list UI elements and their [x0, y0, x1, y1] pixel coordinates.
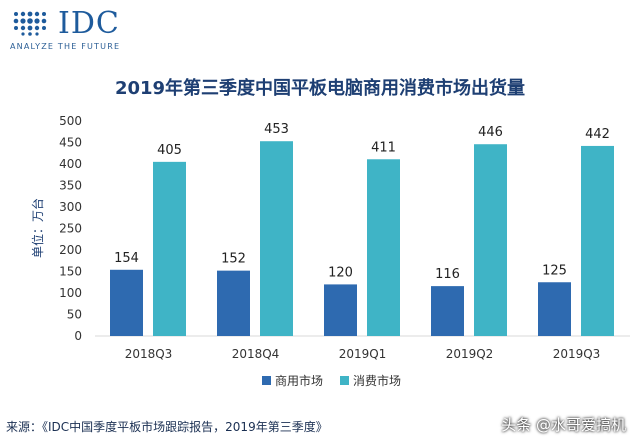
bar-commercial — [110, 269, 143, 336]
y-tick-label: 0 — [74, 329, 82, 343]
data-label: 405 — [157, 143, 182, 158]
legend-label: 商用市场 — [275, 373, 323, 388]
data-label: 442 — [585, 127, 610, 142]
bar-commercial — [324, 284, 357, 336]
bar-consumer — [474, 144, 507, 336]
y-tick-label: 300 — [59, 200, 82, 214]
legend-swatch-commercial — [262, 376, 271, 385]
data-label: 120 — [328, 265, 353, 280]
y-axis-label: 单位：万台 — [30, 198, 45, 258]
data-label: 152 — [221, 252, 246, 267]
bar-consumer — [153, 161, 186, 336]
y-tick-label: 250 — [59, 222, 82, 236]
y-tick-label: 500 — [59, 114, 82, 128]
y-tick-label: 100 — [59, 286, 82, 300]
x-tick-label: 2019Q3 — [553, 347, 601, 361]
bar-commercial — [538, 282, 571, 336]
legend-swatch-consumer — [340, 376, 349, 385]
bar-consumer — [581, 145, 614, 336]
idc-wordmark: IDC — [58, 6, 120, 41]
data-label: 453 — [264, 122, 289, 137]
x-tick-label: 2018Q3 — [125, 347, 173, 361]
x-tick-label: 2019Q2 — [446, 347, 494, 361]
y-tick-label: 50 — [67, 308, 82, 322]
y-tick-label: 200 — [59, 243, 82, 257]
watermark: 头条 @水哥爱搞机 — [501, 416, 626, 434]
data-label: 411 — [371, 140, 396, 155]
y-tick-label: 450 — [59, 136, 82, 150]
y-tick-label: 400 — [59, 157, 82, 171]
y-tick-label: 350 — [59, 179, 82, 193]
idc-logo: IDC ANALYZE THE FUTURE — [10, 6, 160, 52]
data-label: 116 — [435, 267, 460, 282]
x-tick-label: 2019Q1 — [339, 347, 387, 361]
bar-consumer — [367, 159, 400, 336]
data-label: 154 — [114, 251, 139, 266]
bar-commercial — [217, 270, 250, 336]
bar-commercial — [431, 286, 464, 336]
source-note: 来源：《IDC中国季度平板市场跟踪报告，2019年第三季度》 — [6, 420, 328, 434]
data-label: 446 — [478, 125, 503, 140]
chart-title: 2019年第三季度中国平板电脑商用消费市场出货量 — [114, 78, 526, 99]
legend-label: 消费市场 — [353, 373, 401, 388]
x-tick-label: 2018Q4 — [232, 347, 280, 361]
idc-tagline: ANALYZE THE FUTURE — [10, 42, 121, 51]
idc-globe-icon — [13, 11, 47, 36]
bar-consumer — [260, 141, 293, 336]
data-label: 125 — [542, 263, 567, 278]
y-tick-label: 150 — [59, 265, 82, 279]
